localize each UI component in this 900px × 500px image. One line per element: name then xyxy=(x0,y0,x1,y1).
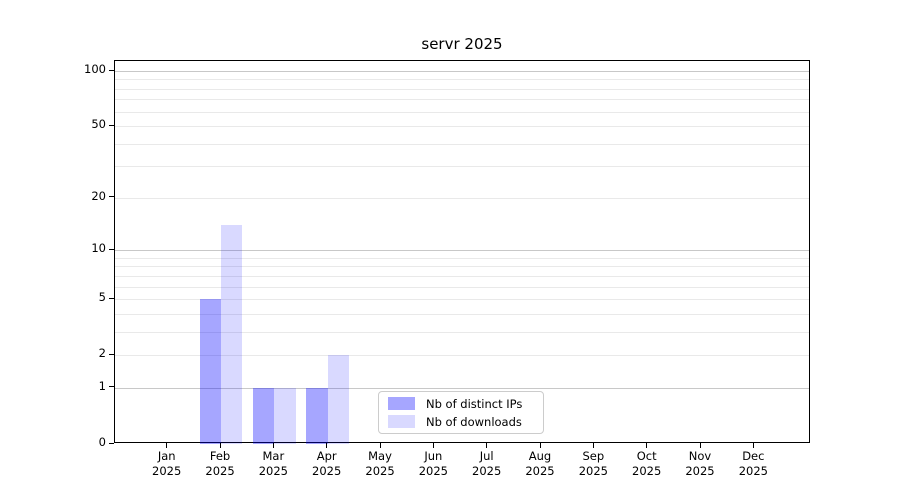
x-tick-jun xyxy=(432,443,434,448)
x-label-month: Feb xyxy=(209,449,231,463)
gridline-minor-6 xyxy=(115,286,809,288)
bar-nb-of-distinct-ips-mar xyxy=(253,387,275,444)
y-tick-label-100: 100 xyxy=(84,62,106,76)
x-tick-label-jun: Jun 2025 xyxy=(403,449,463,479)
x-label-year: 2025 xyxy=(152,464,182,479)
gridline-minor-7 xyxy=(115,275,809,277)
y-tick-label-50: 50 xyxy=(91,117,106,132)
x-label-year: 2025 xyxy=(525,464,555,479)
x-label-month: Mar xyxy=(262,449,285,463)
y-tick-1 xyxy=(109,386,114,388)
gridline-minor-80 xyxy=(115,88,809,90)
y-tick-2 xyxy=(109,353,114,355)
x-tick-apr xyxy=(326,443,328,448)
bar-nb-of-distinct-ips-feb xyxy=(199,299,222,444)
x-tick-dec xyxy=(752,443,754,448)
y-tick-50 xyxy=(109,124,114,126)
gridline-major-100 xyxy=(115,71,809,72)
y-tick-label-2: 2 xyxy=(98,346,106,361)
legend-swatch-0 xyxy=(388,397,415,410)
legend-swatch-1 xyxy=(388,415,415,428)
x-label-month: Oct xyxy=(636,449,657,463)
x-tick-aug xyxy=(539,443,541,448)
gridline-minor-2 xyxy=(115,355,809,357)
x-tick-label-mar: Mar 2025 xyxy=(243,449,303,479)
x-tick-label-aug: Aug 2025 xyxy=(510,449,570,479)
y-tick-100 xyxy=(109,69,114,71)
x-tick-label-nov: Nov 2025 xyxy=(670,449,730,479)
x-label-year: 2025 xyxy=(418,464,448,479)
y-tick-label-0: 0 xyxy=(98,435,106,449)
x-tick-label-sep: Sep 2025 xyxy=(563,449,623,479)
chart-title: servr 2025 xyxy=(421,35,503,53)
bar-nb-of-downloads-mar xyxy=(274,387,296,444)
x-label-year: 2025 xyxy=(472,464,502,479)
legend-row-0: Nb of distinct IPs xyxy=(388,397,534,411)
x-tick-label-apr: Apr 2025 xyxy=(297,449,357,479)
x-tick-may xyxy=(379,443,381,448)
gridline-minor-90 xyxy=(115,79,809,81)
gridline-minor-8 xyxy=(115,266,809,268)
x-label-month: Sep xyxy=(582,449,605,463)
gridline-major-10 xyxy=(115,250,809,252)
x-tick-label-jul: Jul 2025 xyxy=(457,449,517,479)
x-tick-feb xyxy=(219,443,221,448)
x-label-month: May xyxy=(368,449,392,463)
x-tick-label-feb: Feb 2025 xyxy=(190,449,250,479)
gridline-minor-70 xyxy=(115,99,809,101)
bar-nb-of-distinct-ips-apr xyxy=(306,387,328,444)
plot-area xyxy=(114,60,810,444)
x-label-month: Jul xyxy=(479,449,494,463)
gridline-minor-50 xyxy=(115,126,809,128)
legend: Nb of distinct IPs Nb of downloads xyxy=(378,391,544,434)
x-label-month: Jun xyxy=(424,449,443,463)
x-tick-jul xyxy=(486,443,488,448)
y-tick-10 xyxy=(109,248,114,250)
x-label-year: 2025 xyxy=(685,464,715,479)
x-label-year: 2025 xyxy=(578,464,608,479)
x-label-year: 2025 xyxy=(738,464,768,479)
x-tick-oct xyxy=(646,443,648,448)
gridline-minor-40 xyxy=(115,143,809,145)
gridline-minor-3 xyxy=(115,331,809,333)
legend-label-1: Nb of downloads xyxy=(426,414,522,429)
x-label-year: 2025 xyxy=(258,464,288,479)
gridline-major-1 xyxy=(115,387,809,389)
y-tick-0 xyxy=(109,442,114,444)
gridline-minor-9 xyxy=(115,257,809,259)
gridline-minor-5 xyxy=(115,299,809,301)
gridline-minor-20 xyxy=(115,197,809,199)
y-tick-label-1: 1 xyxy=(98,378,106,393)
x-label-month: Apr xyxy=(316,449,337,463)
x-tick-label-oct: Oct 2025 xyxy=(617,449,677,479)
legend-label-0: Nb of distinct IPs xyxy=(426,396,523,411)
gridline-minor-30 xyxy=(115,166,809,168)
legend-row-1: Nb of downloads xyxy=(388,415,534,429)
x-tick-mar xyxy=(272,443,274,448)
x-label-month: Jan xyxy=(157,449,176,463)
x-label-month: Aug xyxy=(528,449,552,463)
y-tick-20 xyxy=(109,196,114,198)
y-tick-5 xyxy=(109,297,114,299)
x-label-year: 2025 xyxy=(205,464,235,479)
x-label-year: 2025 xyxy=(365,464,395,479)
x-label-month: Dec xyxy=(742,449,765,463)
y-tick-label-5: 5 xyxy=(98,290,106,305)
x-tick-label-dec: Dec 2025 xyxy=(723,449,783,479)
x-tick-nov xyxy=(699,443,701,448)
gridline-minor-60 xyxy=(115,111,809,113)
bar-nb-of-downloads-feb xyxy=(221,225,243,444)
y-tick-label-20: 20 xyxy=(91,188,106,203)
x-tick-jan xyxy=(166,443,168,448)
x-label-month: Nov xyxy=(688,449,712,463)
bar-nb-of-downloads-apr xyxy=(327,355,350,444)
gridline-minor-4 xyxy=(115,313,809,315)
x-label-year: 2025 xyxy=(312,464,342,479)
x-tick-label-may: May 2025 xyxy=(350,449,410,479)
x-tick-sep xyxy=(592,443,594,448)
x-label-year: 2025 xyxy=(632,464,662,479)
x-tick-label-jan: Jan 2025 xyxy=(137,449,197,479)
y-tick-label-10: 10 xyxy=(91,241,106,256)
